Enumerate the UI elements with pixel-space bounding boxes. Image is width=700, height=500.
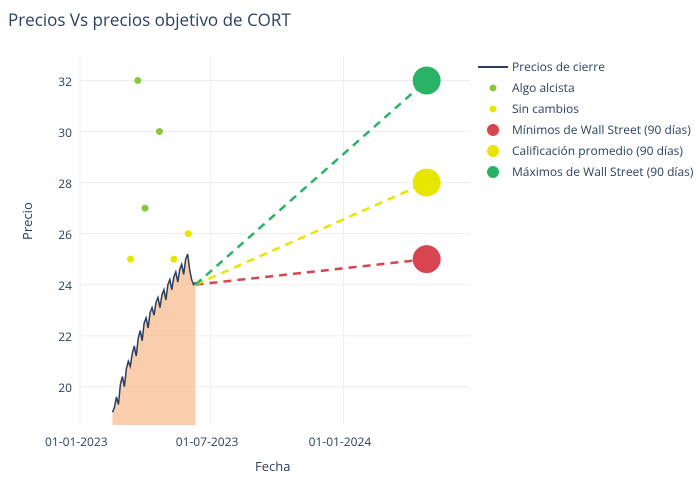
legend-label: Calificación promedio (90 días): [512, 142, 683, 159]
legend-label: Mínimos de Wall Street (90 días): [512, 121, 691, 138]
legend-label: Precios de cierre: [512, 58, 605, 75]
y-tick: 22: [58, 328, 72, 345]
y-tick: 20: [58, 379, 72, 396]
legend: Precios de cierre Algo alcista Sin cambi…: [478, 58, 693, 184]
legend-item-alcista: Algo alcista: [478, 79, 693, 96]
y-tick: 24: [58, 277, 72, 294]
y-tick: 32: [58, 73, 72, 90]
legend-item-sincambios: Sin cambios: [478, 100, 693, 117]
legend-item-avg: Calificación promedio (90 días): [478, 142, 693, 159]
legend-item-max: Máximos de Wall Street (90 días): [478, 163, 693, 180]
legend-item-min: Mínimos de Wall Street (90 días): [478, 121, 693, 138]
x-tick: 01-07-2023: [176, 433, 239, 450]
legend-label: Máximos de Wall Street (90 días): [512, 163, 693, 180]
y-axis-label: Precio: [18, 202, 36, 240]
y-tick: 28: [58, 175, 72, 192]
y-tick: 30: [58, 124, 72, 141]
y-tick: 26: [58, 226, 72, 243]
x-axis-label: Fecha: [255, 457, 290, 475]
legend-label: Sin cambios: [512, 100, 579, 117]
x-tick: 01-01-2023: [45, 433, 108, 450]
x-tick: 01-01-2024: [309, 433, 372, 450]
legend-label: Algo alcista: [512, 79, 575, 96]
legend-item-close: Precios de cierre: [478, 58, 693, 75]
